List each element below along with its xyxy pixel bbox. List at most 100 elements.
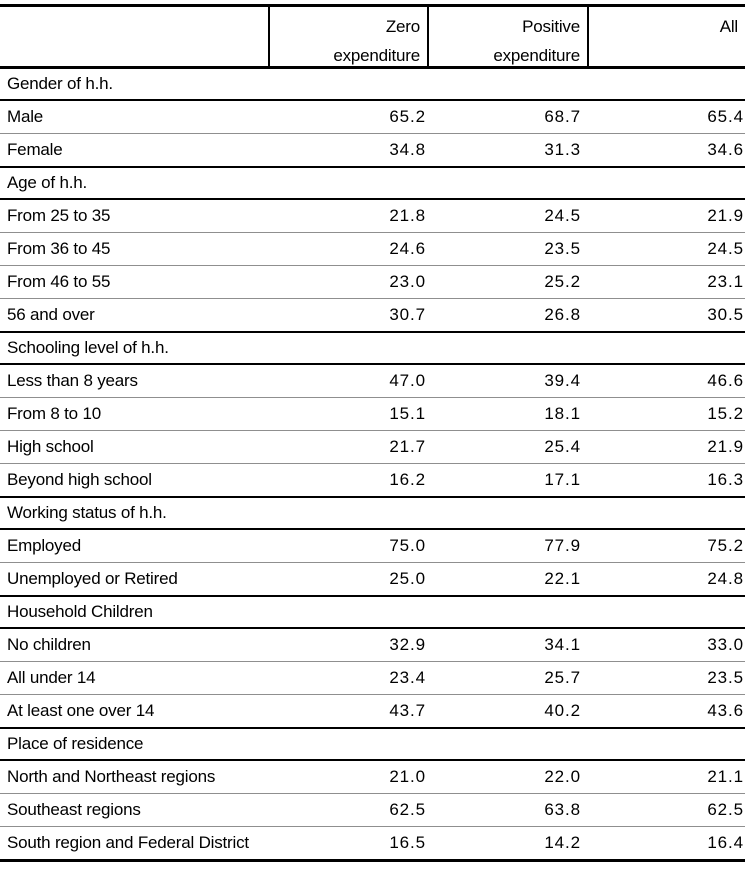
value-positive-expenditure: 17.1 (544, 470, 581, 489)
value-zero-expenditure: 62.5 (389, 800, 426, 819)
table-row: Male 65.2 68.7 65.4 (0, 101, 745, 133)
table-header-row: Zero expenditure Positive expenditure Al… (0, 7, 745, 69)
value-all: 23.1 (707, 272, 744, 291)
section-header-row: Schooling level of h.h. (0, 331, 745, 365)
value-positive-expenditure: 25.7 (544, 668, 581, 687)
section-header-row: Age of h.h. (0, 166, 745, 200)
row-label: At least one over 14 (7, 701, 155, 720)
value-positive-expenditure: 25.4 (544, 437, 581, 456)
value-all: 46.6 (707, 371, 744, 390)
value-positive-expenditure: 25.2 (544, 272, 581, 291)
row-label: Unemployed or Retired (7, 569, 178, 588)
row-label: High school (7, 437, 94, 456)
table-row: All under 14 23.4 25.7 23.5 (0, 661, 745, 694)
household-characteristics-table: Zero expenditure Positive expenditure Al… (0, 4, 745, 862)
value-all: 23.5 (707, 668, 744, 687)
table-row: Beyond high school 16.2 17.1 16.3 (0, 463, 745, 496)
value-all: 33.0 (707, 635, 744, 654)
value-positive-expenditure: 18.1 (544, 404, 581, 423)
row-label: Beyond high school (7, 470, 152, 489)
table-row: South region and Federal District 16.5 14.… (0, 826, 745, 859)
row-label: From 8 to 10 (7, 404, 101, 423)
row-label: Employed (7, 536, 81, 555)
value-zero-expenditure: 21.8 (389, 206, 426, 225)
header-col-positive-expenditure: Positive expenditure (427, 7, 587, 66)
row-label: Southeast regions (7, 800, 141, 819)
header-empty-cell (0, 7, 268, 66)
row-label: All under 14 (7, 668, 96, 687)
value-zero-expenditure: 16.5 (389, 833, 426, 852)
value-zero-expenditure: 75.0 (389, 536, 426, 555)
table-row: Female 34.8 31.3 34.6 (0, 133, 745, 166)
value-zero-expenditure: 24.6 (389, 239, 426, 258)
header-col-zero-expenditure: Zero expenditure (268, 7, 427, 66)
table-row: Unemployed or Retired 25.0 22.1 24.8 (0, 562, 745, 595)
value-zero-expenditure: 30.7 (389, 305, 426, 324)
value-all: 21.1 (707, 767, 744, 786)
value-all: 24.5 (707, 239, 744, 258)
value-positive-expenditure: 34.1 (544, 635, 581, 654)
table-row: From 8 to 10 15.1 18.1 15.2 (0, 397, 745, 430)
table-row: From 25 to 35 21.8 24.5 21.9 (0, 200, 745, 232)
table-row: From 46 to 55 23.0 25.2 23.1 (0, 265, 745, 298)
value-positive-expenditure: 22.1 (544, 569, 581, 588)
value-all: 34.6 (707, 140, 744, 159)
header-col-all: All (587, 7, 745, 66)
table-row: From 36 to 45 24.6 23.5 24.5 (0, 232, 745, 265)
row-label: From 46 to 55 (7, 272, 111, 291)
table-row: At least one over 14 43.7 40.2 43.6 (0, 694, 745, 727)
section-header-row: Working status of h.h. (0, 496, 745, 530)
value-all: 15.2 (707, 404, 744, 423)
value-positive-expenditure: 22.0 (544, 767, 581, 786)
value-zero-expenditure: 32.9 (389, 635, 426, 654)
value-zero-expenditure: 34.8 (389, 140, 426, 159)
value-positive-expenditure: 26.8 (544, 305, 581, 324)
table-row: Southeast regions 62.5 63.8 62.5 (0, 793, 745, 826)
value-zero-expenditure: 65.2 (389, 107, 426, 126)
value-positive-expenditure: 24.5 (544, 206, 581, 225)
value-zero-expenditure: 21.0 (389, 767, 426, 786)
row-label: 56 and over (7, 305, 95, 324)
value-all: 16.3 (707, 470, 744, 489)
value-positive-expenditure: 68.7 (544, 107, 581, 126)
row-label: No children (7, 635, 91, 654)
value-positive-expenditure: 23.5 (544, 239, 581, 258)
value-all: 62.5 (707, 800, 744, 819)
value-positive-expenditure: 40.2 (544, 701, 581, 720)
value-zero-expenditure: 43.7 (389, 701, 426, 720)
value-zero-expenditure: 25.0 (389, 569, 426, 588)
table-row: Employed 75.0 77.9 75.2 (0, 530, 745, 562)
table-row: High school 21.7 25.4 21.9 (0, 430, 745, 463)
row-label: Less than 8 years (7, 371, 138, 390)
value-positive-expenditure: 63.8 (544, 800, 581, 819)
value-zero-expenditure: 23.0 (389, 272, 426, 291)
section-header-row: Household Children (0, 595, 745, 629)
value-all: 21.9 (707, 437, 744, 456)
value-zero-expenditure: 23.4 (389, 668, 426, 687)
table-row: No children 32.9 34.1 33.0 (0, 629, 745, 661)
value-all: 24.8 (707, 569, 744, 588)
section-header-row: Gender of h.h. (0, 69, 745, 101)
value-zero-expenditure: 47.0 (389, 371, 426, 390)
row-label: North and Northeast regions (7, 767, 216, 786)
value-all: 65.4 (707, 107, 744, 126)
row-label: From 25 to 35 (7, 206, 111, 225)
section-header-row: Place of residence (0, 727, 745, 761)
value-zero-expenditure: 21.7 (389, 437, 426, 456)
row-label: From 36 to 45 (7, 239, 111, 258)
value-positive-expenditure: 39.4 (544, 371, 581, 390)
row-label: Male (7, 107, 44, 126)
value-all: 21.9 (707, 206, 744, 225)
table-row: Less than 8 years 47.0 39.4 46.6 (0, 365, 745, 397)
value-all: 30.5 (707, 305, 744, 324)
table-body: Gender of h.h. Male 65.2 68.7 65.4 Female 34.8… (0, 69, 745, 859)
value-zero-expenditure: 16.2 (389, 470, 426, 489)
row-label: Female (7, 140, 63, 159)
row-label: South region and Federal District (7, 833, 249, 852)
value-positive-expenditure: 77.9 (544, 536, 581, 555)
table-row: 56 and over 30.7 26.8 30.5 (0, 298, 745, 331)
value-all: 75.2 (707, 536, 744, 555)
value-all: 16.4 (707, 833, 744, 852)
value-positive-expenditure: 31.3 (544, 140, 581, 159)
table-row: North and Northeast regions 21.0 22.0 21.1 (0, 761, 745, 793)
